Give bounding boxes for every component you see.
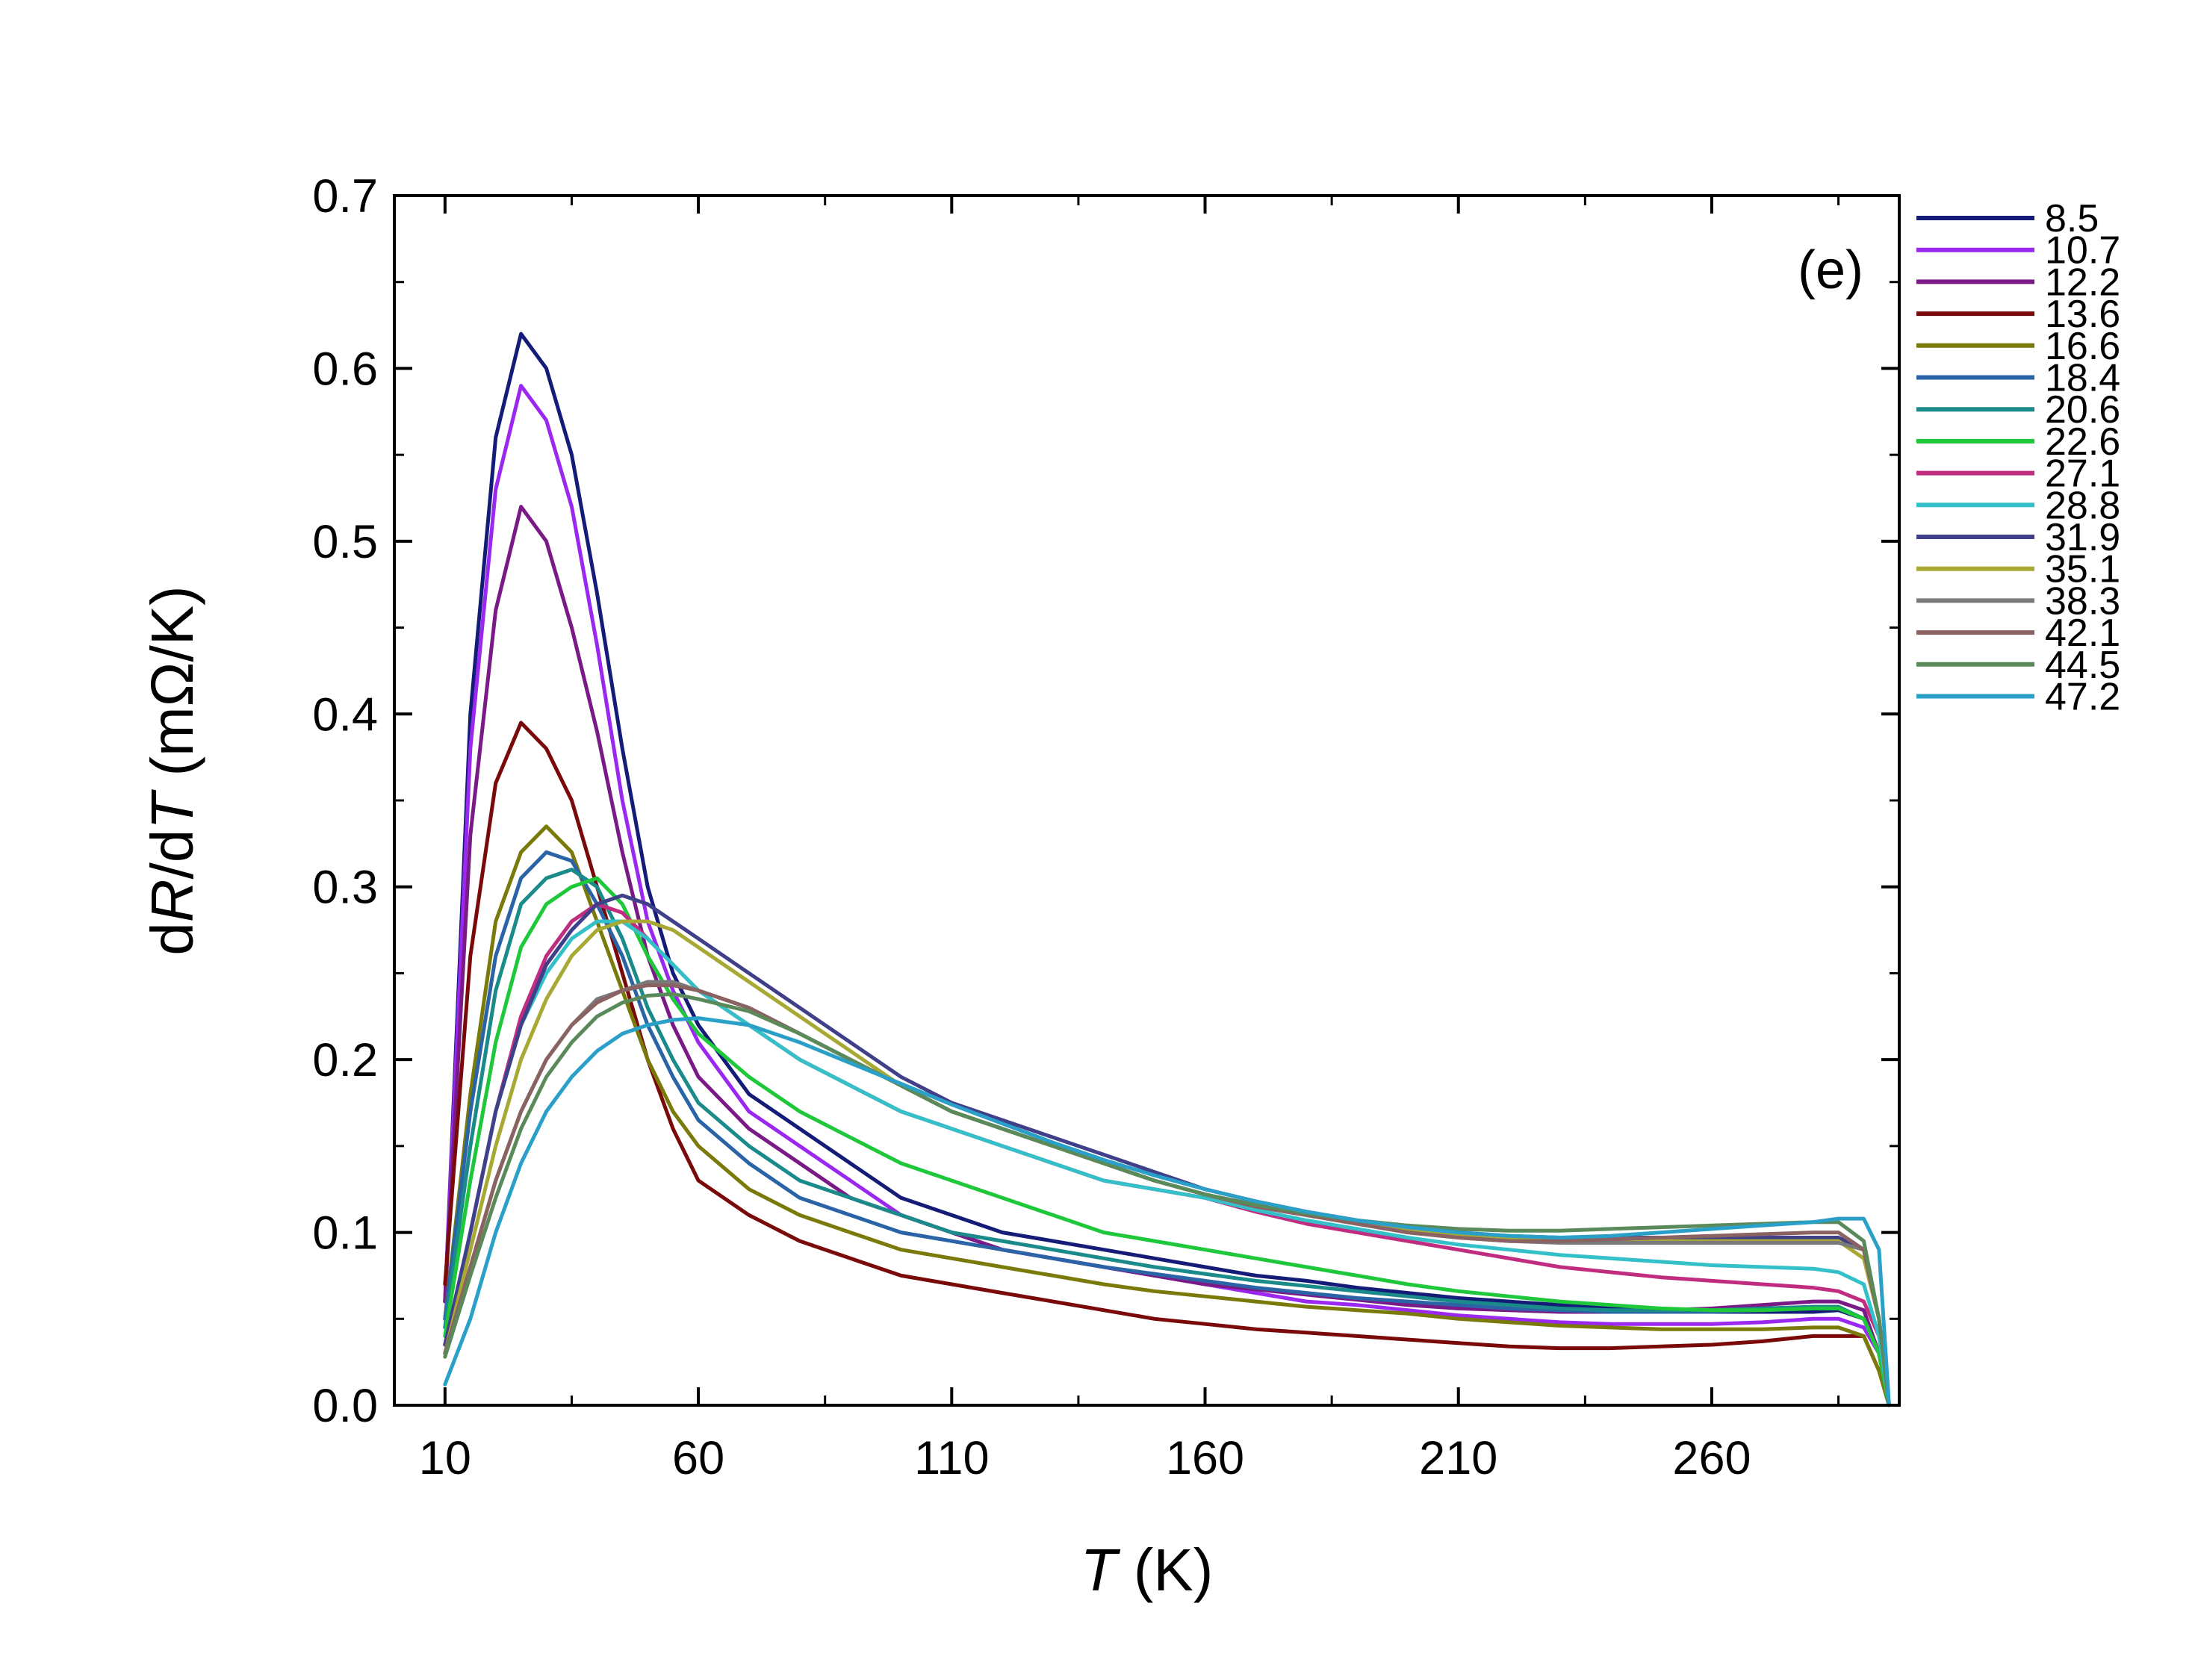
ticks-layer: 10 60 110 160 210 260 0.0 0.1 0.2 0.3 0.4 0.5 0.6 0.7 [312,170,1899,1484]
y-tick-label: 0.4 [312,688,378,741]
legend-label: 28.8 [2045,484,2120,527]
legend-label: 16.6 [2045,325,2120,368]
series-line-44.5 [443,992,1891,1407]
y-axis-title-r: R [139,879,205,922]
y-tick-label: 0.6 [312,343,378,395]
legend-label: 13.6 [2045,293,2120,336]
x-tick-label: 10 [419,1432,471,1484]
legend-label: 47.2 [2045,676,2120,719]
series-line-47.2 [443,1016,1891,1407]
y-tick-label: 0.7 [312,170,378,223]
x-tick-label: 60 [672,1432,724,1484]
legend-label: 22.6 [2045,420,2120,464]
legend-label: 8.5 [2045,197,2099,240]
x-tick-label: 260 [1672,1432,1751,1484]
x-axis-title-unit: (K) [1117,1537,1214,1603]
series-line-28.8 [443,919,1891,1407]
y-tick-label: 0.1 [312,1207,378,1260]
series-line-38.3 [443,980,1891,1407]
y-tick-label: 0.5 [312,516,378,568]
legend-label: 38.3 [2045,579,2120,623]
legend: 8.510.712.213.616.618.420.622.627.128.83… [1916,197,2120,719]
legend-label: 20.6 [2045,388,2120,432]
legend-label: 44.5 [2045,644,2120,687]
series-line-22.6 [443,876,1891,1407]
y-axis-title: dR/dT (mΩ/K) [139,585,205,955]
legend-label: 35.1 [2045,548,2120,591]
series-layer [443,332,1891,1407]
x-tick-label: 210 [1419,1432,1497,1484]
y-axis-title-units: (mΩ/K) [139,585,205,793]
legend-label: 27.1 [2045,452,2120,496]
x-axis-title-var: T [1081,1537,1121,1603]
x-tick-label: 110 [914,1432,989,1484]
legend-label: 31.9 [2045,516,2120,559]
y-tick-label: 0.2 [312,1034,378,1086]
legend-label: 42.1 [2045,612,2120,655]
legend-label: 12.2 [2045,261,2120,304]
series-line-13.6 [443,721,1891,1407]
legend-label: 18.4 [2045,357,2120,400]
series-line-42.1 [443,983,1891,1407]
panel-annotation: (e) [1798,240,1863,300]
series-line-10.7 [443,384,1891,1407]
x-tick-label: 160 [1166,1432,1244,1484]
y-axis-title-t: T [139,789,205,830]
plot-frame [393,194,1901,1407]
y-tick-label: 0.0 [312,1380,378,1432]
y-axis-title-slash: /d [139,830,205,880]
y-axis-title-d: d [139,922,205,956]
y-tick-label: 0.3 [312,862,378,914]
legend-label: 10.7 [2045,229,2120,273]
x-axis-title: T (K) [1081,1537,1214,1603]
